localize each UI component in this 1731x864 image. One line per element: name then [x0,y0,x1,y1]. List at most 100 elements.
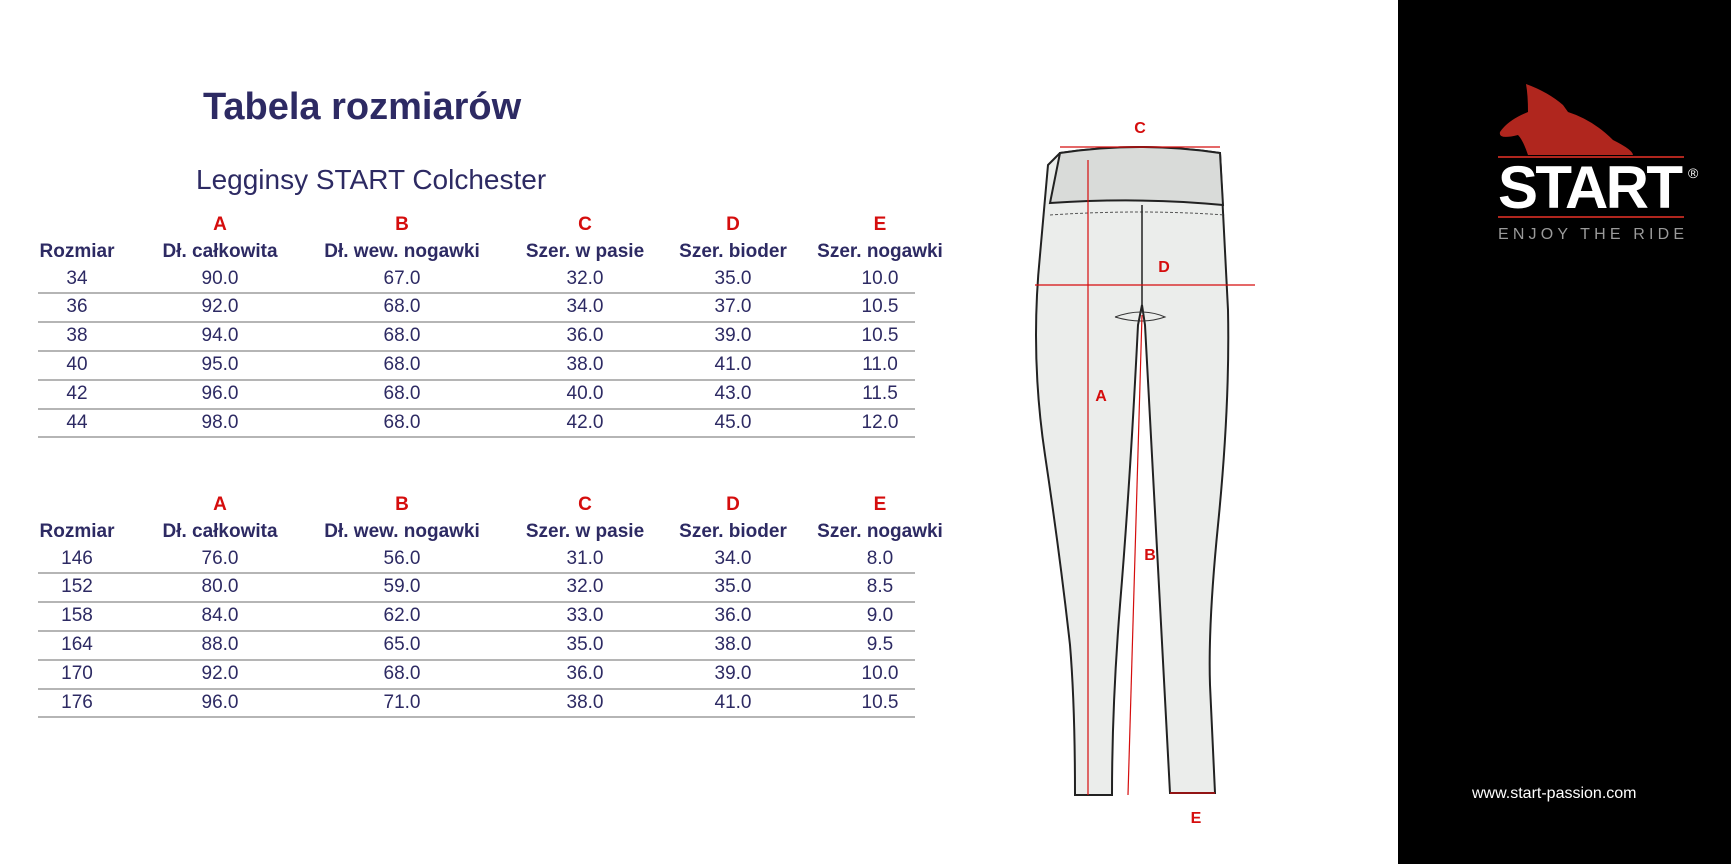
table-row: 152 80.0 59.0 32.0 35.0 8.5 [38,574,915,604]
table-row-cell: 38 [66,325,88,347]
table-row: 176 96.0 71.0 38.0 41.0 10.5 [38,690,915,719]
leggings-outline [1035,146,1230,796]
table-row-cell: 40 [66,353,88,375]
column-headers-cell: Szer. nogawki [817,520,943,542]
table-row-cell: 36.0 [566,325,604,347]
table-row-cell: 68.0 [383,662,421,684]
table-row-cell: 44 [66,411,88,433]
page-title: Tabela rozmiarów [203,86,522,128]
table-row-cell: 65.0 [383,633,421,655]
table-row-cell: 96.0 [201,382,239,404]
table-row-cell: 43.0 [714,382,752,404]
table-row-cell: 176 [61,691,93,713]
table-row-cell: 37.0 [714,296,752,318]
column-headers-cell: Dł. całkowita [162,240,278,262]
table-row-cell: 32.0 [566,576,604,598]
table-row: 170 92.0 68.0 36.0 39.0 10.0 [38,661,915,690]
table-row-cell: 68.0 [383,325,421,347]
table-row-cell: 9.5 [866,633,894,655]
table-row-cell: 56.0 [383,547,421,569]
table-row-cell: 45.0 [714,411,752,433]
column-letters-cell: B [395,494,409,515]
table-row-cell: 90.0 [201,267,239,289]
table-row-cell: 76.0 [201,547,239,569]
table-row-cell: 35.0 [566,633,604,655]
table-row-cell: 92.0 [201,296,239,318]
column-headers-cell: Rozmiar [39,240,115,262]
table-row-cell: 98.0 [201,411,239,433]
column-headers-cell: Szer. bioder [679,240,787,262]
table-row: 44 98.0 68.0 42.0 45.0 12.0 [38,410,915,439]
table-row-cell: 62.0 [383,605,421,627]
table-row-cell: 42.0 [566,411,604,433]
table-row-cell: 31.0 [566,547,604,569]
table-row-cell: 10.5 [861,325,899,347]
column-letters-cell: B [395,214,409,235]
brand-tagline: ENJOY THE RIDE [1498,226,1684,243]
table-row-cell: 34.0 [566,296,604,318]
table-row-cell: 9.0 [866,605,894,627]
brand-panel: START ® ENJOY THE RIDE [1398,0,1731,864]
table-row-cell: 164 [61,633,93,655]
website-link[interactable]: www.start-passion.com [1472,785,1637,802]
table-row: 164 88.0 65.0 35.0 38.0 9.5 [38,632,915,661]
table-row-cell: 12.0 [861,411,899,433]
table-row-cell: 38.0 [566,353,604,375]
table-row-cell: 32.0 [566,267,604,289]
measure-b-line [1127,314,1143,796]
table-row-cell: 38.0 [566,691,604,713]
table-row-cell: 33.0 [566,605,604,627]
size-table-kids: A B C D E Rozmiar Dł. całkowita Dł. wew. nogawk… [30,492,943,719]
column-headers-cell: Szer. nogawki [817,240,943,262]
column-headers-cell: Szer. bioder [679,520,787,542]
table-row-cell: 40.0 [566,382,604,404]
table-row-cell: 34 [66,267,88,289]
table-row-cell: 80.0 [201,576,239,598]
table-row-cell: 10.5 [861,691,899,713]
table-row: 40 95.0 68.0 38.0 41.0 11.0 [38,352,915,381]
column-letters-cell: E [873,494,887,515]
table-row-cell: 41.0 [714,353,752,375]
table-row-cell: 35.0 [714,267,752,289]
label-c: C [1134,120,1146,137]
table-row-cell: 36 [66,296,88,318]
start-logo: START ® ENJOY THE RIDE [1498,84,1699,243]
table-row-cell: 34.0 [714,547,752,569]
table-row-cell: 36.0 [714,605,752,627]
table-row-cell: 68.0 [383,296,421,318]
table-row: 38 94.0 68.0 36.0 39.0 10.5 [38,323,915,352]
column-letters-cell: A [213,214,227,235]
column-letters-cell: C [578,214,592,235]
column-headers-cell: Szer. w pasie [525,520,645,542]
table-row-cell: 10.5 [861,296,899,318]
table-row-cell: 96.0 [201,691,239,713]
column-letters-cell: D [726,494,740,515]
column-letters: A B C D E [30,212,930,239]
column-headers-cell: Dł. całkowita [162,520,278,542]
table-row-cell: 67.0 [383,267,421,289]
table-row-cell: 68.0 [383,353,421,375]
column-headers: Rozmiar Dł. całkowita Dł. wew. nogawki Szer… [30,519,943,546]
table-row-cell: 41.0 [714,691,752,713]
column-headers: Rozmiar Dł. całkowita Dł. wew. nogawki Szer… [30,239,943,266]
table-row-cell: 95.0 [201,353,239,375]
table-row: 146 76.0 56.0 31.0 34.0 8.0 [38,546,915,575]
horse-head-icon [1499,84,1633,155]
table-row-cell: 170 [61,662,93,684]
table-row-cell: 11.0 [862,353,898,375]
table-row-cell: 88.0 [201,633,239,655]
label-e: E [1191,810,1202,827]
label-a: A [1095,388,1107,405]
table-row-cell: 11.5 [862,382,898,404]
table-row: 42 96.0 68.0 40.0 43.0 11.5 [38,381,915,410]
table-row-cell: 68.0 [383,411,421,433]
table-row-cell: 35.0 [714,576,752,598]
table-row-cell: 39.0 [714,662,752,684]
brand-name: START [1498,154,1683,221]
column-letters-cell: D [726,214,740,235]
table-row-cell: 8.0 [866,547,894,569]
column-headers-cell: Dł. wew. nogawki [324,520,480,542]
table-row-cell: 36.0 [566,662,604,684]
table-row-cell: 10.0 [861,662,899,684]
table-row-cell: 152 [61,576,93,598]
